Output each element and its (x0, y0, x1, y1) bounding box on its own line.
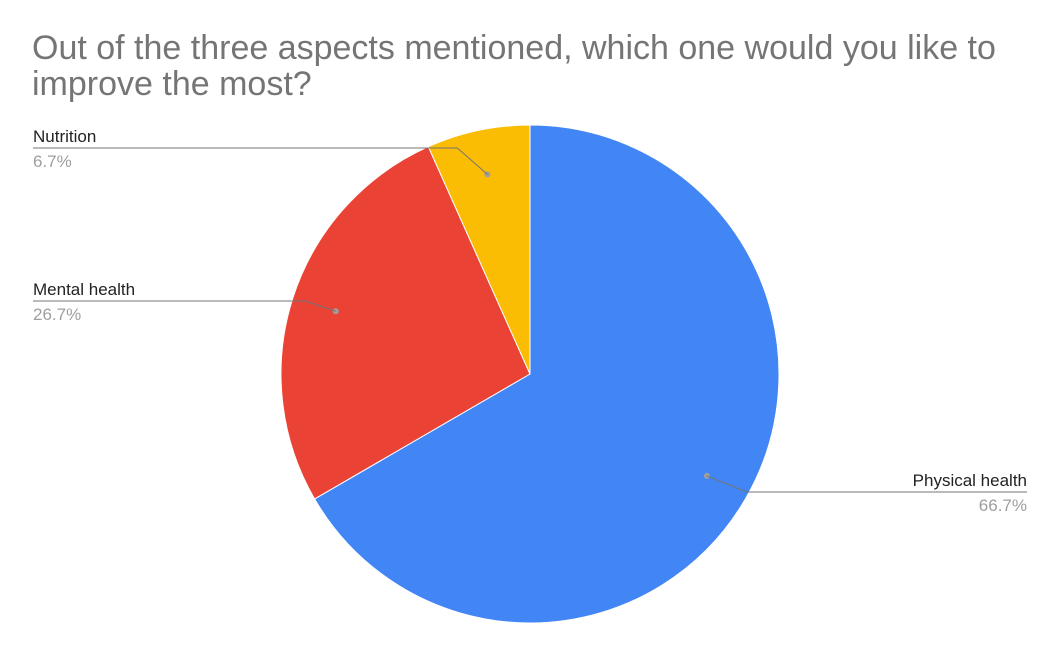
pie-slices (280, 124, 780, 624)
slice-label: Mental health (33, 280, 135, 299)
slice-label: Physical health (913, 471, 1027, 490)
slice-label: Nutrition (33, 127, 96, 146)
pie-labels: Physical health 66.7% Mental health 26.7% Nu… (33, 127, 1027, 515)
leader-line (33, 300, 336, 312)
slice-percent-label: 66.7% (979, 496, 1027, 515)
pie-slice-nutrition (427, 124, 531, 375)
slice-percent-label: 26.7% (33, 305, 81, 324)
chart-title: Out of the three aspects mentioned, whic… (32, 29, 996, 103)
pie-slice-physical-health (313, 124, 780, 624)
leader-line (706, 475, 1027, 493)
leader-line (33, 147, 488, 175)
pie-slice-mental-health (280, 146, 531, 500)
slice-percent-label: 6.7% (33, 152, 72, 171)
